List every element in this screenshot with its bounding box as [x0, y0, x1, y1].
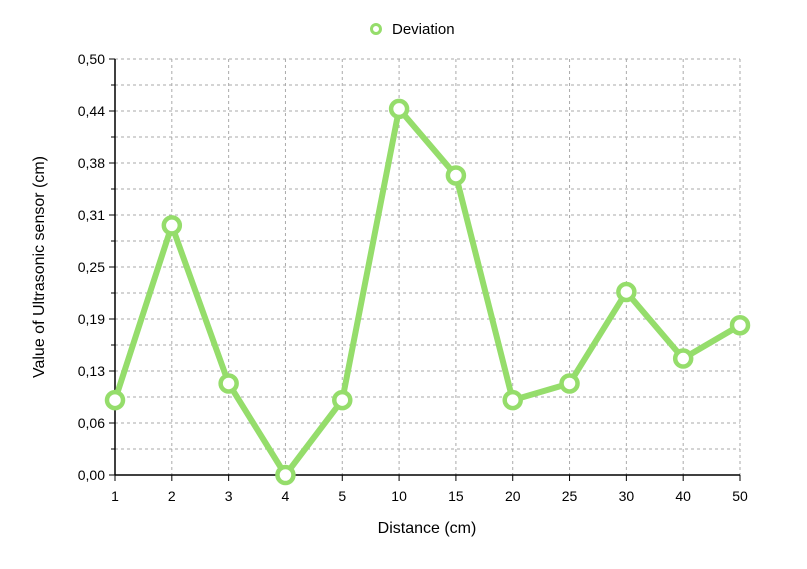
y-tick-label: 0,50	[78, 51, 105, 67]
x-axis: 1 2 3 4 5 10 15 20 25 30 40 50	[111, 474, 748, 504]
y-tick-label: 0,06	[78, 415, 105, 431]
y-tick-label: 0,44	[78, 103, 105, 119]
data-point	[218, 373, 239, 394]
data-point	[729, 314, 751, 336]
data-point	[332, 389, 353, 411]
y-axis-title: Value of Ultrasonic sensor (cm)	[31, 156, 48, 378]
x-tick-label: 5	[338, 488, 346, 504]
x-tick-label: 30	[619, 488, 635, 504]
legend-marker-icon	[370, 23, 382, 35]
series-line	[104, 98, 751, 486]
y-tick-label: 0,00	[78, 467, 105, 483]
x-tick-label: 25	[562, 488, 578, 504]
y-tick-label: 0,25	[78, 259, 105, 275]
data-point	[559, 373, 580, 394]
x-tick-label: 50	[732, 488, 748, 504]
x-tick-label: 10	[391, 488, 407, 504]
x-tick-label: 20	[505, 488, 521, 504]
data-point	[502, 389, 523, 411]
y-tick-label: 0,31	[78, 207, 105, 223]
x-tick-label: 15	[448, 488, 464, 504]
data-point	[672, 348, 694, 369]
y-axis: 0,00 0,06 0,13 0,19 0,25 0,31 0,38 0,44 0,50	[78, 51, 116, 483]
x-tick-label: 4	[282, 488, 290, 504]
data-point	[161, 215, 183, 236]
x-axis-title: Distance (cm)	[378, 520, 477, 537]
data-point	[445, 165, 467, 186]
x-tick-label: 2	[168, 488, 176, 504]
series-line-path	[112, 105, 743, 478]
x-tick-label: 1	[111, 488, 119, 504]
legend-label: Deviation	[392, 21, 455, 38]
grid	[115, 58, 741, 475]
data-point	[104, 389, 126, 411]
legend: Deviation	[370, 21, 455, 38]
y-tick-label: 0,19	[78, 311, 105, 327]
y-tick-label: 0,38	[78, 155, 105, 171]
x-tick-label: 3	[225, 488, 233, 504]
data-point	[388, 98, 410, 120]
data-point	[616, 281, 637, 303]
x-tick-label: 40	[675, 488, 691, 504]
y-tick-label: 0,13	[78, 363, 105, 379]
data-point	[275, 464, 296, 486]
